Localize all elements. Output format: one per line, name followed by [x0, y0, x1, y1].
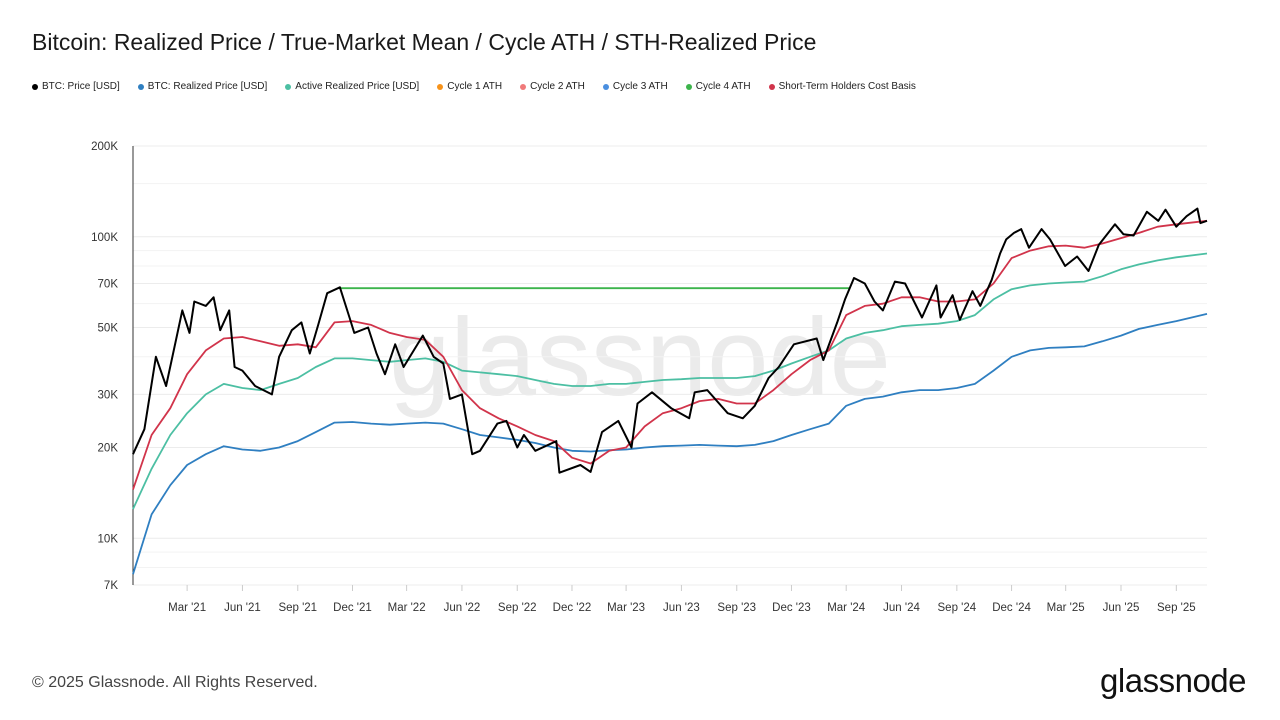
legend-dot-icon [520, 83, 527, 90]
series-line-btc-realized-price-usd [132, 313, 1208, 575]
chart-title: Bitcoin: Realized Price / True-Market Me… [32, 29, 817, 55]
legend-item[interactable]: Cycle 4 ATH [685, 81, 751, 92]
legend-item[interactable]: BTC: Price [USD] [32, 81, 120, 92]
legend-label: Cycle 1 ATH [447, 81, 503, 92]
x-tick-label: Jun '25 [1103, 602, 1140, 614]
y-tick-label: 50K [98, 323, 119, 335]
x-tick-label: Jun '23 [663, 602, 700, 614]
legend-label: BTC: Realized Price [USD] [147, 81, 268, 92]
y-tick-label: 200K [91, 141, 118, 153]
series-lines [132, 207, 1208, 575]
legend-dot-icon [768, 83, 775, 90]
x-tick-label: Dec '24 [992, 602, 1031, 614]
x-tick-label: Jun '21 [224, 602, 261, 614]
x-axis: Mar '21 Jun '21 Sep '21 Dec '21 Mar '22 Jun '… [168, 585, 1196, 614]
y-tick-label: 30K [98, 389, 119, 401]
y-axis: 7K 10K 20K 30K 50K 70K 100K 200K [91, 141, 134, 592]
x-tick-label: Sep '24 [938, 602, 977, 614]
series-line-short-term-holders-cost-basis [132, 219, 1208, 490]
x-tick-label: Mar '23 [607, 602, 645, 614]
legend-label: Short-Term Holders Cost Basis [778, 81, 916, 92]
x-tick-label: Sep '23 [717, 602, 756, 614]
y-tick-label: 7K [104, 580, 118, 592]
legend-item[interactable]: Cycle 1 ATH [437, 81, 502, 92]
glassnode-logo: glassnode [1100, 662, 1246, 699]
x-tick-label: Sep '25 [1157, 602, 1196, 614]
x-tick-label: Mar '22 [388, 602, 426, 614]
y-tick-label: 70K [98, 278, 119, 290]
legend-label: Active Realized Price [USD] [295, 81, 420, 92]
legend-dot-icon [437, 83, 444, 90]
series-line-btc-price-usd [132, 207, 1208, 474]
series-line-active-realized-price-usd [132, 252, 1208, 510]
x-tick-label: Dec '23 [772, 602, 811, 614]
legend-item[interactable]: Short-Term Holders Cost Basis [768, 81, 916, 92]
legend-label: Cycle 2 ATH [530, 81, 585, 92]
x-tick-label: Mar '21 [168, 602, 206, 614]
legend-label: BTC: Price [USD] [42, 81, 120, 92]
legend-dot-icon [32, 83, 38, 90]
legend-label: Cycle 4 ATH [695, 81, 751, 92]
copyright: © 2025 Glassnode. All Rights Reserved. [32, 674, 318, 691]
x-tick-label: Dec '21 [333, 602, 372, 614]
x-tick-label: Mar '24 [827, 602, 866, 614]
x-tick-label: Sep '21 [278, 602, 317, 614]
y-tick-label: 100K [91, 232, 118, 244]
legend-dot-icon [285, 83, 292, 90]
legend-dot-icon [602, 83, 609, 90]
legend-item[interactable]: BTC: Realized Price [USD] [137, 81, 268, 92]
y-tick-label: 20K [98, 443, 119, 455]
legend: BTC: Price [USD] BTC: Realized Price [USD… [32, 81, 934, 92]
x-tick-label: Mar '25 [1047, 602, 1085, 614]
legend-item[interactable]: Cycle 3 ATH [602, 81, 668, 92]
grid [133, 145, 1207, 586]
y-tick-label: 10K [98, 533, 119, 545]
legend-label: Cycle 3 ATH [612, 81, 668, 92]
legend-dot-icon [137, 83, 144, 90]
legend-dot-icon [685, 83, 692, 90]
legend-item[interactable]: Active Realized Price [USD] [285, 81, 419, 92]
x-tick-label: Jun '24 [883, 602, 920, 614]
legend-item[interactable]: Cycle 2 ATH [520, 81, 585, 92]
x-tick-label: Sep '22 [498, 602, 537, 614]
x-tick-label: Dec '22 [553, 602, 592, 614]
x-tick-label: Jun '22 [444, 602, 481, 614]
